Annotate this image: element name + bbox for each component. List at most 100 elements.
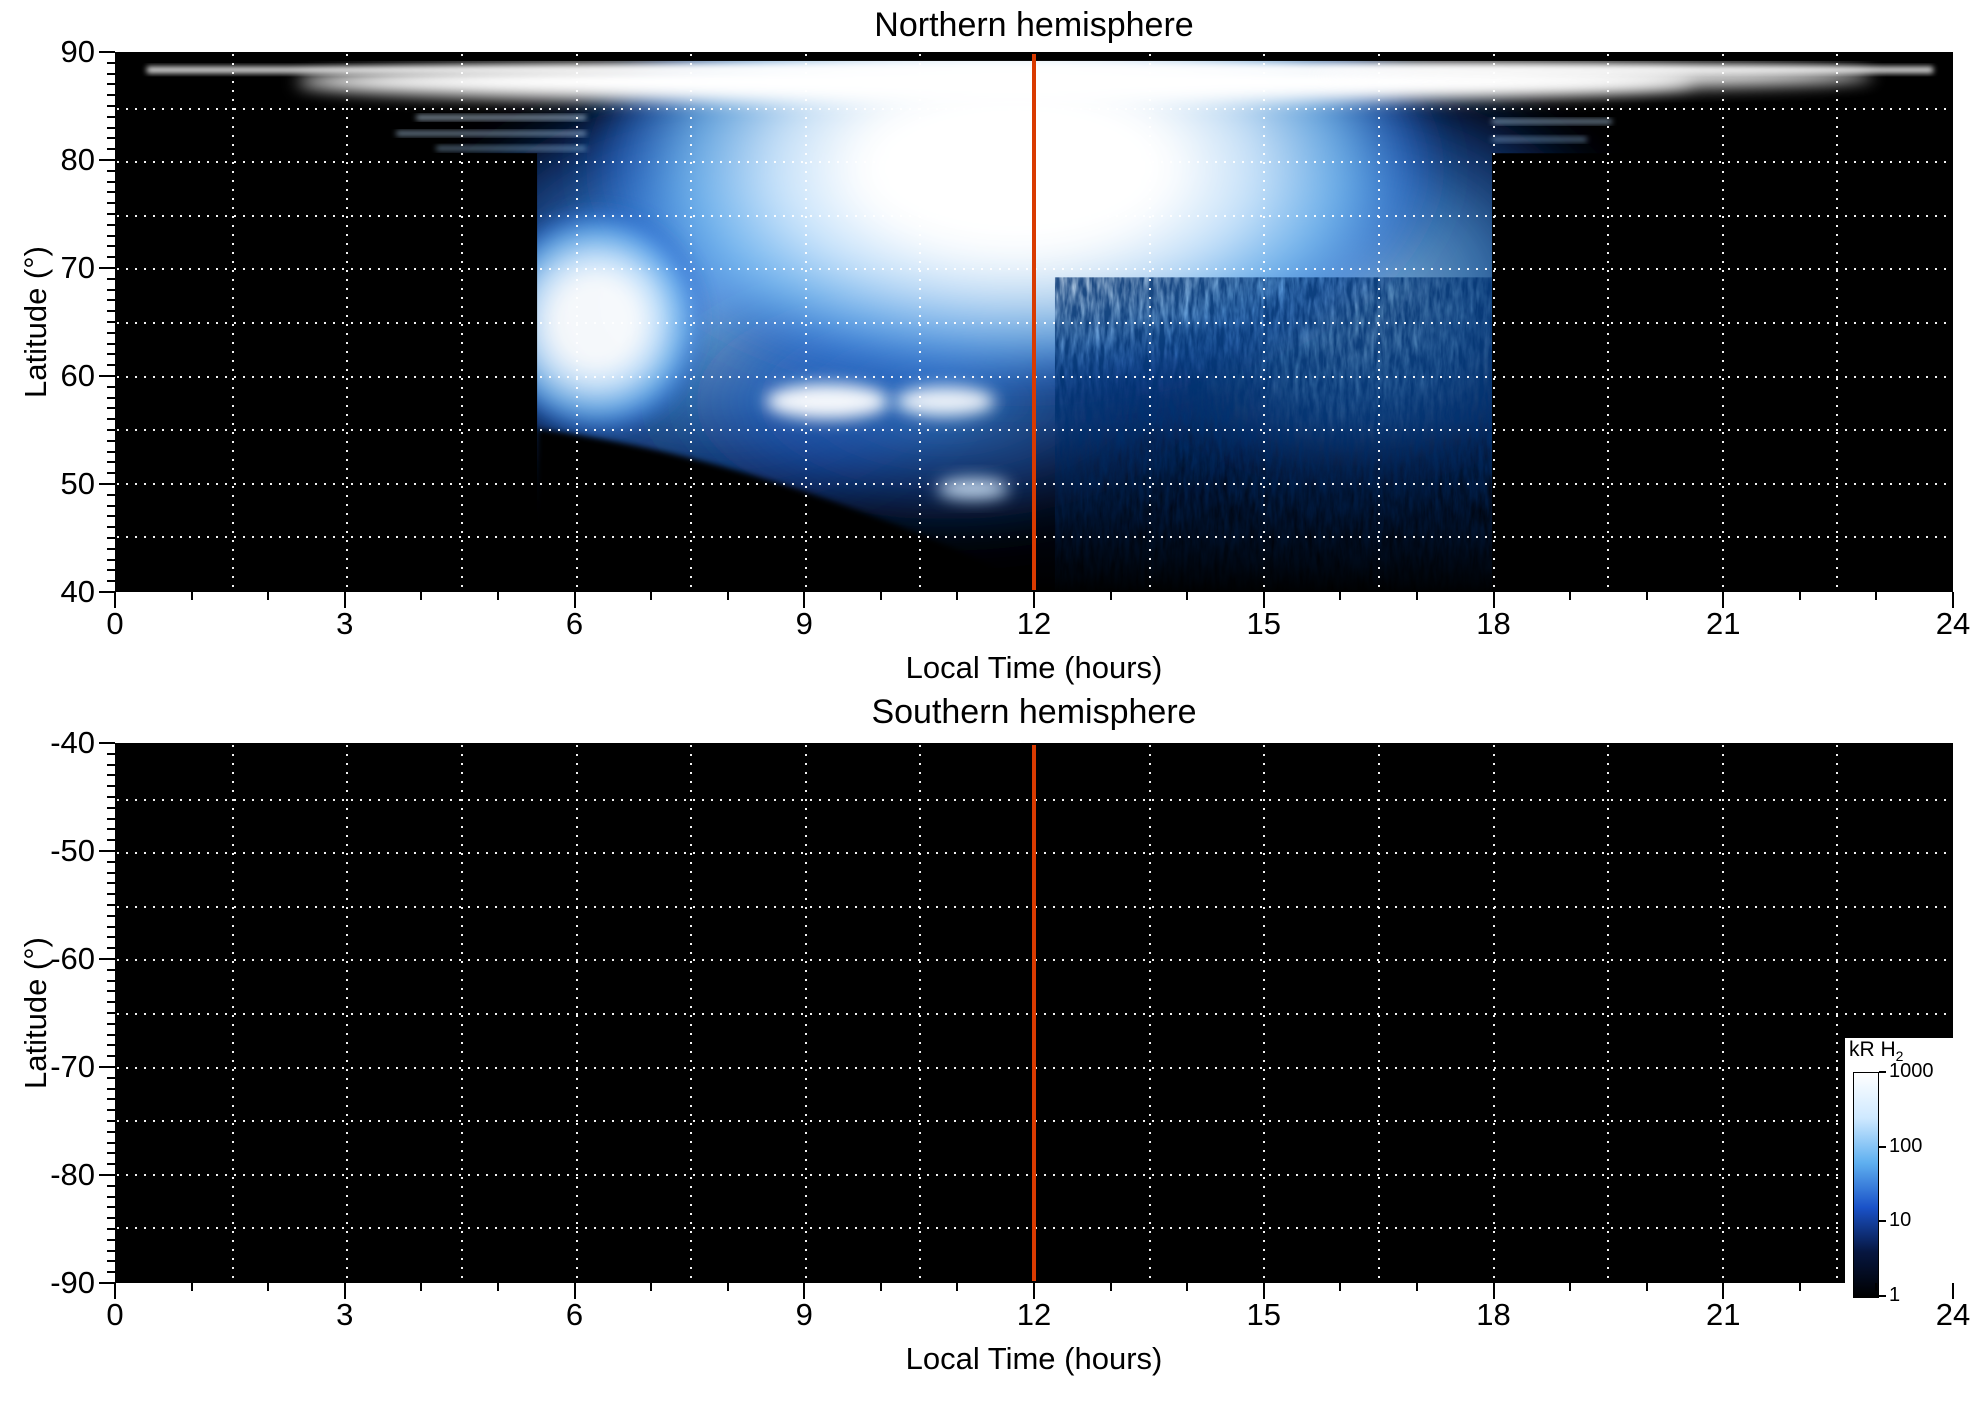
y-axis-tick	[107, 968, 115, 971]
y-axis-tick	[107, 1130, 115, 1133]
y-axis-tick	[107, 277, 115, 280]
x-axis-tick	[1875, 1283, 1878, 1291]
y-axis-tick	[107, 450, 115, 453]
x-axis-tick	[496, 592, 499, 600]
x-axis-tick	[879, 1283, 882, 1291]
y-axis-tick	[107, 288, 115, 291]
x-axis-tick	[343, 592, 346, 608]
y-axis-tick	[107, 299, 115, 302]
y-axis-tick	[107, 1098, 115, 1101]
x-tick-label: 24	[1935, 1297, 1971, 1332]
y-axis-tick	[107, 245, 115, 248]
y-axis-tick	[107, 493, 115, 496]
x-axis-tick	[1722, 1283, 1725, 1299]
y-tick-label: -50	[50, 833, 95, 868]
y-axis-tick	[107, 234, 115, 237]
y-axis-tick	[107, 407, 115, 410]
y-axis-tick	[107, 893, 115, 896]
x-axis-tick	[573, 1283, 576, 1299]
y-axis-tick	[99, 1174, 115, 1176]
y-axis-tick	[107, 1109, 115, 1112]
south-x-tick-labels: 0 3 6 9 12 15 18 21 24	[106, 1297, 1970, 1335]
y-axis-tick	[107, 537, 115, 539]
edge-feather-streaks	[396, 115, 1612, 151]
colorbar-unit-label: kR H2	[1849, 1038, 1904, 1065]
y-axis-tick	[107, 785, 115, 788]
y-axis-tick	[107, 1195, 115, 1198]
no-data-mask	[117, 153, 1951, 590]
y-axis-tick	[99, 375, 115, 377]
y-axis-tick	[107, 569, 115, 572]
y-axis-tick	[107, 418, 115, 421]
x-axis-tick	[267, 592, 270, 600]
colorbar-tick-mark	[1879, 1295, 1886, 1297]
y-axis-tick	[107, 1217, 115, 1220]
y-axis-tick	[107, 105, 115, 107]
x-axis-tick	[496, 1283, 499, 1291]
south-plot-area	[115, 743, 1953, 1283]
y-axis-tick	[107, 504, 115, 507]
colorbar-tick-mark	[1879, 1145, 1886, 1148]
y-axis-tick	[107, 321, 115, 323]
y-tick-label: -90	[50, 1265, 95, 1300]
y-axis-tick	[107, 1249, 115, 1252]
y-axis-tick	[107, 310, 115, 313]
x-axis-tick	[1186, 1283, 1189, 1291]
x-tick-label: 12	[1016, 606, 1052, 641]
y-axis-tick	[107, 223, 115, 226]
x-axis-tick	[1492, 1283, 1495, 1299]
y-tick-label: -80	[50, 1157, 95, 1192]
x-axis-tick	[956, 1283, 959, 1291]
y-axis-tick	[107, 1184, 115, 1187]
y-tick-label: 40	[60, 574, 95, 609]
y-tick-label: -60	[50, 941, 95, 976]
x-axis-tick	[267, 1283, 270, 1291]
x-axis-tick	[1798, 1283, 1801, 1291]
y-axis-tick	[107, 1152, 115, 1155]
colorbar-tick-label: 1	[1889, 1284, 1901, 1306]
y-axis-tick	[107, 936, 115, 939]
x-tick-label: 6	[565, 606, 584, 641]
x-axis-tick	[190, 1283, 193, 1291]
x-axis-tick	[1186, 592, 1189, 600]
colorbar-tick-label: 100	[1889, 1134, 1923, 1157]
y-axis-tick	[107, 94, 115, 97]
x-axis-tick	[1875, 592, 1878, 600]
x-tick-label: 3	[336, 606, 354, 641]
y-tick-label: 70	[60, 250, 95, 285]
x-axis-tick	[1645, 1283, 1648, 1291]
x-axis-tick	[650, 1283, 653, 1291]
y-axis-tick	[107, 1271, 115, 1274]
y-axis-tick	[99, 1282, 115, 1284]
y-axis-tick	[107, 115, 115, 118]
y-axis-tick	[107, 353, 115, 356]
y-axis-tick	[107, 990, 115, 993]
south-y-tick-labels: -40 -50 -60 -70 -80 -90	[0, 725, 95, 1300]
north-x-tick-marks	[114, 592, 1954, 610]
y-axis-tick	[107, 137, 115, 140]
y-axis-tick	[107, 1022, 115, 1025]
y-axis-tick	[107, 526, 115, 529]
y-axis-tick	[107, 817, 115, 820]
y-tick-label: -70	[50, 1049, 95, 1084]
y-axis-tick	[107, 1206, 115, 1209]
north-plot-area	[115, 52, 1953, 592]
y-axis-tick	[107, 1228, 115, 1230]
y-tick-label: 90	[60, 34, 95, 69]
y-tick-label: 60	[60, 358, 95, 393]
y-axis-tick	[107, 1238, 115, 1241]
y-axis-tick	[107, 979, 115, 982]
x-axis-tick	[190, 592, 193, 600]
y-axis-tick	[107, 342, 115, 345]
x-tick-label: 9	[795, 1297, 813, 1332]
x-axis-tick	[1415, 1283, 1418, 1291]
y-axis-tick	[107, 1087, 115, 1090]
x-axis-tick	[114, 592, 116, 608]
y-axis-tick	[107, 1012, 115, 1014]
x-tick-label: 12	[1016, 1297, 1052, 1332]
y-axis-tick	[107, 1260, 115, 1263]
y-axis-tick	[107, 148, 115, 151]
y-axis-tick	[107, 364, 115, 367]
x-axis-tick	[1262, 592, 1265, 608]
